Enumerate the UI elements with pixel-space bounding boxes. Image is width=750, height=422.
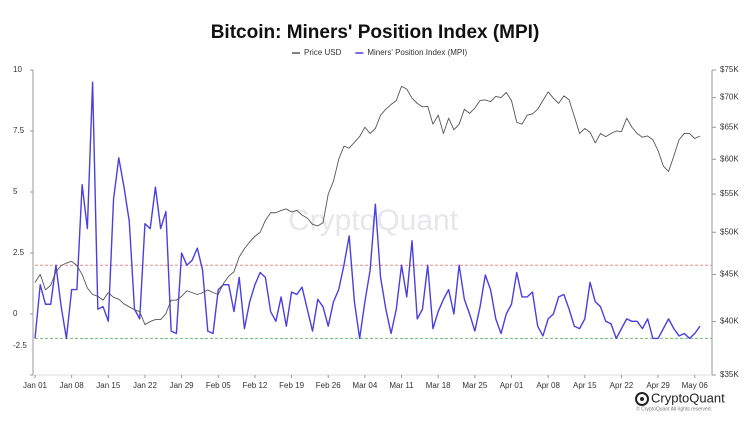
- x-tick-label: Apr 01: [500, 381, 524, 390]
- legend-label: Miners' Position Index (MPI): [367, 48, 467, 57]
- series-line: [34, 81, 701, 340]
- y-tick-label: 7.5: [13, 126, 25, 135]
- chart-title: Bitcoin: Miners' Position Index (MPI): [211, 22, 540, 43]
- logo-icon: [635, 392, 649, 406]
- copyright: © CryptoQuant All rights reserved.: [636, 405, 712, 412]
- x-tick-label: Mar 11: [389, 381, 414, 390]
- x-tick-label: Feb 26: [316, 381, 341, 390]
- brand-logo: [635, 392, 649, 406]
- x-tick-label: Jan 08: [60, 381, 85, 390]
- x-tick-label: May 06: [682, 381, 709, 390]
- y2-tick-label: $75K: [720, 65, 739, 74]
- x-tick-label: Mar 25: [462, 381, 487, 390]
- y2-tick-label: $40K: [720, 317, 739, 326]
- y-tick-label: 10: [13, 65, 22, 74]
- x-tick-label: Apr 29: [646, 381, 670, 390]
- x-tick-label: Feb 05: [206, 381, 231, 390]
- x-tick-label: Feb 19: [279, 381, 304, 390]
- y2-tick-label: $60K: [720, 154, 739, 163]
- y-tick-label: 2.5: [13, 248, 25, 257]
- y2-tick-label: $35K: [720, 370, 739, 379]
- y-tick-label: -2.5: [13, 341, 27, 350]
- x-tick-label: Mar 18: [426, 381, 451, 390]
- x-tick-label: Jan 01: [23, 381, 48, 390]
- x-tick-label: Apr 15: [573, 381, 597, 390]
- y2-tick-label: $70K: [720, 93, 739, 102]
- logo-icon-dot: [640, 397, 644, 401]
- x-tick-label: Apr 22: [610, 381, 634, 390]
- x-tick-label: Jan 29: [170, 381, 195, 390]
- y2-tick-label: $50K: [720, 227, 739, 236]
- y2-tick-label: $55K: [720, 189, 739, 198]
- x-tick-label: Jan 22: [133, 381, 158, 390]
- brand-name: CryptoQuant: [651, 390, 725, 405]
- x-tick-label: Jan 15: [96, 381, 121, 390]
- y2-tick-label: $45K: [720, 270, 739, 279]
- y2-tick-label: $65K: [720, 122, 739, 131]
- x-tick-label: Apr 08: [536, 381, 560, 390]
- y-tick-label: 5: [13, 187, 18, 196]
- x-tick-label: Mar 04: [352, 381, 377, 390]
- y-tick-label: 0: [13, 309, 18, 318]
- series-line: [34, 85, 701, 326]
- x-tick-label: Feb 12: [242, 381, 267, 390]
- legend-label: Price USD: [304, 48, 342, 57]
- legend: Price USD Miners' Position Index (MPI): [292, 48, 467, 57]
